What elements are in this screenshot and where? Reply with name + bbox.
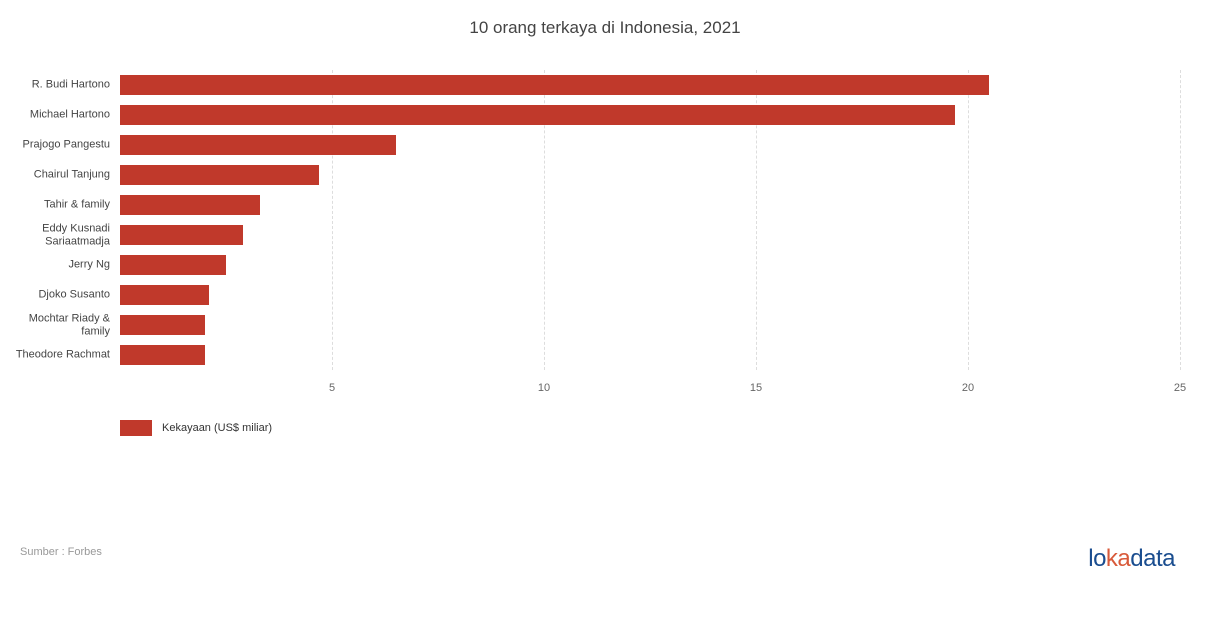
category-label: R. Budi Hartono	[10, 79, 110, 92]
plot-area: 510152025R. Budi HartonoMichael HartonoP…	[120, 70, 1180, 370]
bar-row: Chairul Tanjung	[120, 160, 1180, 190]
logo-part-data: data	[1130, 545, 1175, 572]
legend-swatch	[120, 420, 152, 436]
bar	[120, 225, 243, 245]
bar-row: Eddy Kusnadi Sariaatmadja	[120, 220, 1180, 250]
bar-row: Mochtar Riady & family	[120, 310, 1180, 340]
logo-part-ka: ka	[1106, 545, 1130, 572]
bar-row: R. Budi Hartono	[120, 70, 1180, 100]
bar	[120, 255, 226, 275]
category-label: Michael Hartono	[10, 109, 110, 122]
brand-logo: lokadata	[1088, 545, 1175, 573]
x-tick-label: 20	[962, 382, 974, 394]
bar-row: Prajogo Pangestu	[120, 130, 1180, 160]
x-tick-label: 25	[1174, 382, 1186, 394]
x-tick-label: 10	[538, 382, 550, 394]
category-label: Mochtar Riady & family	[10, 312, 110, 337]
x-tick-label: 15	[750, 382, 762, 394]
bar	[120, 165, 319, 185]
chart-title: 10 orang terkaya di Indonesia, 2021	[0, 0, 1210, 48]
category-label: Jerry Ng	[10, 259, 110, 272]
category-label: Theodore Rachmat	[10, 349, 110, 362]
legend-label: Kekayaan (US$ miliar)	[162, 422, 272, 434]
bar-row: Michael Hartono	[120, 100, 1180, 130]
bar-row: Jerry Ng	[120, 250, 1180, 280]
logo-part-lo: lo	[1088, 545, 1106, 572]
category-label: Eddy Kusnadi Sariaatmadja	[10, 222, 110, 247]
bar-row: Tahir & family	[120, 190, 1180, 220]
chart-area: 5 10 15 20 25 R. Budi HartonoMichael HartonoP…	[20, 60, 1190, 400]
bar	[120, 285, 209, 305]
legend: Kekayaan (US$ miliar)	[120, 420, 272, 436]
bar	[120, 75, 989, 95]
category-label: Chairul Tanjung	[10, 169, 110, 182]
bar	[120, 135, 396, 155]
bar	[120, 315, 205, 335]
source-text: Sumber : Forbes	[20, 546, 102, 558]
bar	[120, 195, 260, 215]
bar-row: Djoko Susanto	[120, 280, 1180, 310]
x-tick-label: 5	[329, 382, 335, 394]
gridline	[1180, 70, 1181, 370]
category-label: Prajogo Pangestu	[10, 139, 110, 152]
bar	[120, 105, 955, 125]
category-label: Djoko Susanto	[10, 289, 110, 302]
category-label: Tahir & family	[10, 199, 110, 212]
bar-row: Theodore Rachmat	[120, 340, 1180, 370]
bar	[120, 345, 205, 365]
